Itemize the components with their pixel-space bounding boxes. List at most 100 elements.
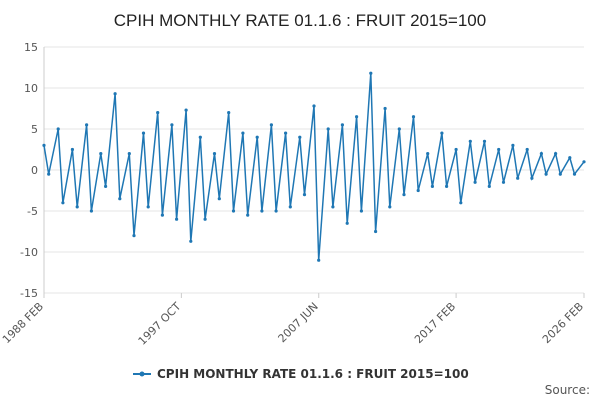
gridlines: [43, 46, 584, 294]
data-point[interactable]: [539, 152, 544, 156]
data-point[interactable]: [127, 152, 131, 156]
data-point[interactable]: [99, 152, 103, 156]
data-point[interactable]: [160, 213, 164, 217]
data-point[interactable]: [345, 221, 349, 225]
data-point[interactable]: [141, 131, 146, 135]
data-point[interactable]: [525, 147, 529, 152]
data-point[interactable]: [326, 127, 330, 131]
data-point[interactable]: [568, 156, 572, 160]
legend-point-marker: [139, 371, 145, 377]
data-point[interactable]: [558, 172, 562, 176]
data-point[interactable]: [241, 131, 245, 135]
data-point[interactable]: [85, 123, 89, 127]
y-tick-label: 0: [31, 164, 38, 177]
data-point[interactable]: [274, 209, 278, 213]
data-point[interactable]: [487, 184, 491, 188]
data-point[interactable]: [440, 131, 444, 135]
data-point[interactable]: [511, 143, 515, 147]
data-point[interactable]: [89, 209, 93, 213]
data-point[interactable]: [132, 234, 136, 238]
data-point[interactable]: [75, 205, 79, 209]
data-point[interactable]: [359, 209, 363, 213]
x-tick-label: 1997 OCT: [136, 300, 184, 348]
data-point[interactable]: [355, 115, 359, 119]
data-point[interactable]: [383, 106, 387, 111]
data-point[interactable]: [554, 152, 558, 156]
data-point[interactable]: [516, 176, 520, 180]
legend-label: CPIH MONTHLY RATE 01.1.6 : FRUIT 2015=10…: [157, 367, 469, 381]
data-point[interactable]: [203, 217, 207, 221]
data-point[interactable]: [402, 193, 406, 197]
data-point[interactable]: [445, 184, 449, 188]
data-point[interactable]: [473, 180, 477, 184]
data-point[interactable]: [269, 123, 273, 127]
data-point[interactable]: [61, 201, 65, 205]
y-tick-label: -10: [20, 246, 38, 259]
data-point[interactable]: [231, 209, 236, 213]
data-point[interactable]: [184, 108, 188, 112]
data-point[interactable]: [47, 172, 51, 176]
data-point[interactable]: [156, 111, 160, 115]
data-point[interactable]: [468, 139, 472, 143]
data-point[interactable]: [530, 176, 534, 180]
data-point[interactable]: [369, 71, 373, 75]
data-point[interactable]: [312, 104, 316, 108]
series-layer: [42, 71, 586, 262]
data-point[interactable]: [497, 147, 501, 152]
data-point[interactable]: [317, 258, 321, 262]
x-tick-label: 1988 FEB: [0, 300, 46, 346]
data-point[interactable]: [374, 229, 378, 234]
y-tick-label: 10: [24, 82, 38, 95]
data-point[interactable]: [212, 152, 217, 156]
y-tick-label: -5: [27, 205, 38, 218]
data-point[interactable]: [411, 115, 416, 119]
data-point[interactable]: [288, 205, 292, 209]
data-point[interactable]: [42, 143, 46, 147]
data-point[interactable]: [260, 209, 264, 213]
data-point[interactable]: [217, 197, 221, 201]
data-point[interactable]: [175, 217, 179, 221]
data-point[interactable]: [255, 135, 259, 139]
data-point[interactable]: [482, 139, 487, 143]
data-point[interactable]: [572, 172, 577, 176]
y-tick-label: -15: [20, 287, 38, 300]
legend[interactable]: CPIH MONTHLY RATE 01.1.6 : FRUIT 2015=10…: [133, 367, 469, 381]
data-point[interactable]: [430, 184, 434, 188]
data-point[interactable]: [582, 160, 586, 164]
data-point[interactable]: [397, 127, 401, 131]
x-tick-label: 2026 FEB: [540, 300, 586, 346]
data-point[interactable]: [340, 123, 344, 127]
data-point[interactable]: [198, 135, 202, 139]
data-point[interactable]: [459, 201, 463, 205]
data-point[interactable]: [170, 123, 174, 127]
source-label: Source:: [545, 383, 590, 397]
data-point[interactable]: [113, 92, 117, 96]
data-point[interactable]: [146, 205, 150, 209]
data-point[interactable]: [298, 135, 302, 139]
data-point[interactable]: [454, 147, 458, 152]
y-tick-label: 5: [31, 123, 38, 136]
data-point[interactable]: [426, 152, 430, 156]
data-point[interactable]: [189, 239, 193, 243]
data-point[interactable]: [118, 197, 122, 201]
data-point[interactable]: [56, 127, 60, 131]
x-axis: 1988 FEB 1997 OCT 2007 JUN 2017 FEB 2026 FEB: [0, 293, 586, 348]
data-point[interactable]: [246, 213, 250, 217]
chart-title: CPIH MONTHLY RATE 01.1.6 : FRUIT 2015=10…: [114, 11, 486, 30]
x-tick-label: 2017 FEB: [412, 300, 458, 346]
data-point[interactable]: [284, 131, 288, 135]
x-tick-label: 2007 JUN: [276, 300, 321, 345]
data-point[interactable]: [227, 111, 231, 115]
data-point[interactable]: [416, 188, 420, 193]
y-tick-label: 15: [24, 41, 38, 54]
y-axis: 15 10 5 0 -5 -10 -15: [20, 41, 38, 300]
data-point[interactable]: [388, 205, 392, 209]
data-point[interactable]: [70, 147, 74, 152]
data-point[interactable]: [104, 184, 108, 188]
series-line: [43, 73, 585, 261]
data-point[interactable]: [544, 172, 548, 176]
data-point[interactable]: [331, 205, 335, 209]
data-point[interactable]: [501, 180, 506, 184]
data-point[interactable]: [302, 193, 307, 197]
